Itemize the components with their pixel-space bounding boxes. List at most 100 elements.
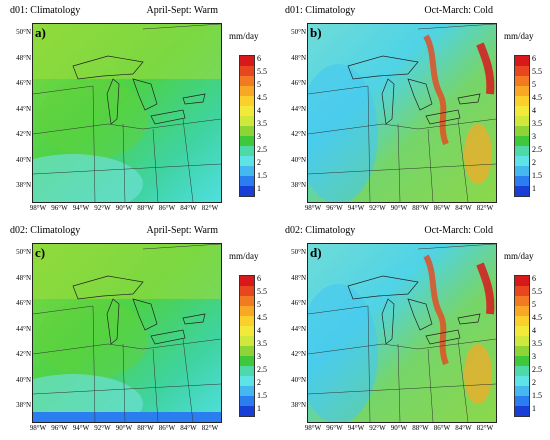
longitude-tick-label: 82°W [201, 424, 219, 432]
colorbar-swatch [240, 86, 254, 96]
state-boundary [367, 305, 371, 422]
state-boundary [417, 244, 496, 250]
lake-outline [425, 329, 461, 345]
colorbar-swatch [515, 316, 529, 326]
colorbar-swatch [515, 286, 529, 296]
colorbar-tick-label: 4.5 [532, 313, 542, 322]
colorbar-tick-label: 3 [257, 132, 261, 141]
colorbar-swatch [515, 126, 529, 136]
latitude-tick-label: 38°N [291, 401, 306, 409]
panel-season-title: April-Sept: Warm [146, 225, 219, 236]
latitude-tick-label: 40°N [16, 375, 31, 384]
colorbar-swatch [240, 346, 254, 356]
latitude-tick-label: 48°N [16, 53, 31, 62]
colorbar-unit: mm/day [229, 251, 259, 261]
longitude-tick-label: 94°W [72, 204, 90, 212]
colorbar-swatch [515, 396, 529, 406]
state-boundary [33, 163, 221, 175]
longitude-tick-label: 98°W [29, 204, 47, 212]
colorbar-tick-label: 4 [532, 326, 536, 335]
colorbar-tick-label: 1 [257, 184, 261, 193]
colorbar-swatch [515, 376, 529, 386]
panel-domain-title: d01: Climatology [285, 5, 356, 16]
colorbar-tick-label: 3.5 [532, 339, 542, 348]
longitude-tick-label: 92°W [94, 204, 111, 212]
longitude-tick-label: 96°W [326, 424, 343, 432]
precip-north-band [33, 24, 221, 79]
colorbar-tick-label: 6 [257, 274, 261, 283]
colorbar-swatch [515, 386, 529, 396]
colorbar-swatch [515, 336, 529, 346]
colorbar-swatch [240, 96, 254, 106]
lake-outline [425, 109, 461, 125]
colorbar-swatch [240, 306, 254, 316]
latitude-tick-label: 42°N [16, 130, 31, 138]
latitude-tick-label: 48°N [16, 273, 31, 282]
latitude-tick-label: 38°N [16, 181, 31, 189]
longitude-tick-label: 86°W [433, 424, 451, 432]
panel-label: c) [35, 245, 46, 260]
longitude-tick-label: 94°W [347, 204, 365, 212]
colorbar-swatch [240, 316, 254, 326]
latitude-tick-label: 44°N [16, 104, 31, 113]
precip-appalachian [464, 124, 492, 184]
colorbar-unit: mm/day [229, 31, 259, 41]
colorbar-swatch [240, 336, 254, 346]
colorbar-tick-label: 3.5 [257, 119, 267, 128]
panel-domain-title: d01: Climatology [10, 5, 81, 16]
latitude-tick-label: 46°N [291, 299, 306, 307]
colorbar-swatch [240, 376, 254, 386]
state-boundary [427, 128, 434, 202]
map-frame [307, 23, 497, 203]
precip-east-maximum [476, 42, 495, 95]
colorbar-tick-label: 1.5 [257, 171, 267, 180]
precip-southwest [33, 374, 143, 422]
colorbar-tick-label: 1.5 [257, 391, 267, 400]
panel-label: a) [35, 25, 46, 40]
colorbar-swatch [240, 56, 254, 66]
colorbar-tick-label: 2.5 [532, 365, 542, 374]
lake-outline [132, 78, 158, 111]
longitude-tick-label: 92°W [94, 424, 111, 432]
colorbar-swatch [240, 296, 254, 306]
precip-southwest [33, 154, 143, 202]
latitude-tick-label: 40°N [291, 155, 306, 164]
lake-outline [106, 78, 120, 125]
colorbar-swatch [240, 166, 254, 176]
lake-outline [347, 275, 419, 300]
latitude-tick-label: 44°N [291, 104, 306, 113]
colorbar-unit: mm/day [504, 31, 534, 41]
map-panel-4: d02: Climatology Oct-March: Cold d) 50°N 48°… [275, 220, 550, 440]
longitude-tick-label: 82°W [476, 204, 494, 212]
map-panel-3: d02: Climatology April-Sept: Warm c) 50°N 48… [0, 220, 275, 440]
state-boundary [152, 128, 159, 202]
longitude-tick-label: 96°W [51, 424, 68, 432]
map-frame [32, 23, 222, 203]
state-boundary [308, 85, 369, 95]
latitude-tick-label: 46°N [16, 299, 31, 307]
longitude-tick-label: 88°W [137, 424, 154, 432]
state-boundary [427, 348, 434, 422]
longitude-tick-label: 90°W [390, 424, 408, 432]
colorbar-swatch [515, 86, 529, 96]
longitude-tick-label: 86°W [158, 204, 176, 212]
colorbar-tick-label: 3 [532, 352, 536, 361]
state-boundary [457, 118, 469, 202]
lake-outline [347, 55, 419, 80]
colorbar-tick-label: 3 [532, 132, 536, 141]
state-boundary [142, 24, 221, 30]
colorbar-swatch [515, 156, 529, 166]
latitude-tick-label: 38°N [291, 181, 306, 189]
state-boundary [182, 338, 194, 422]
longitude-tick-label: 94°W [72, 424, 90, 432]
colorbar-swatch [515, 306, 529, 316]
panel-label: d) [310, 245, 322, 260]
longitude-tick-label: 90°W [390, 204, 408, 212]
state-boundary [33, 383, 221, 395]
longitude-tick-label: 86°W [433, 204, 451, 212]
state-boundary [182, 118, 194, 202]
lake-outline [457, 93, 481, 105]
lake-outline [150, 329, 186, 345]
latitude-tick-label: 44°N [291, 324, 306, 333]
precip-map [33, 244, 221, 422]
